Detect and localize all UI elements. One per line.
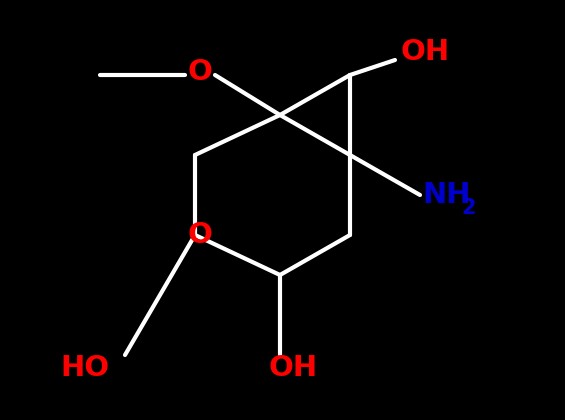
Text: O: O <box>188 58 212 86</box>
Text: NH: NH <box>422 181 471 209</box>
Text: OH: OH <box>400 38 449 66</box>
Text: HO: HO <box>60 354 109 382</box>
Text: OH: OH <box>268 354 317 382</box>
Text: 2: 2 <box>461 198 476 218</box>
Text: O: O <box>188 221 212 249</box>
